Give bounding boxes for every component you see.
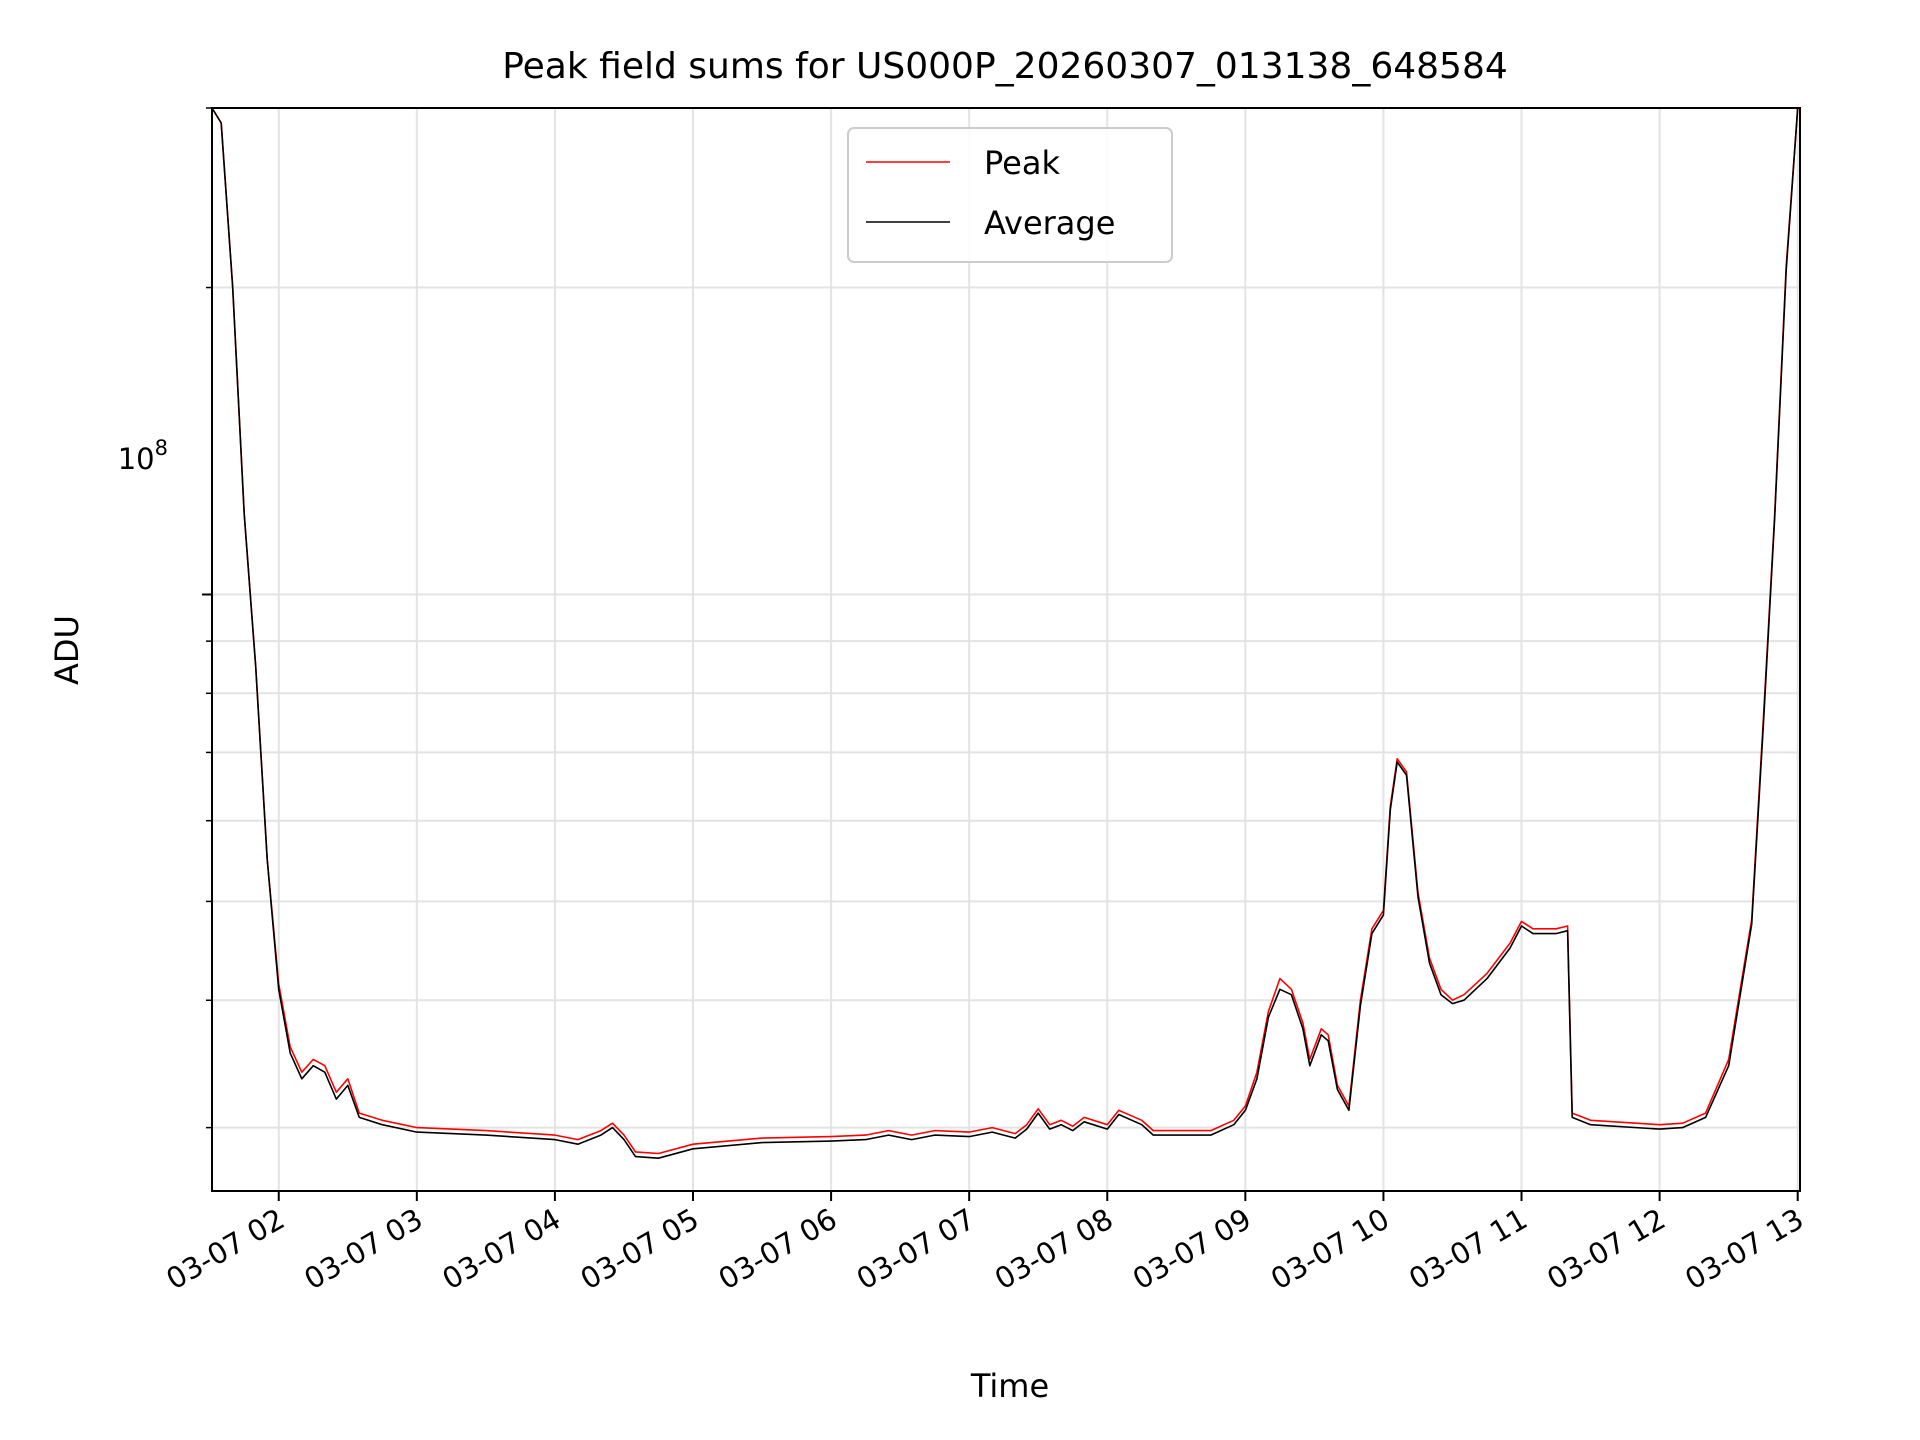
plot-area-frame: [211, 107, 1801, 1192]
x-axis-label: Time: [970, 1367, 1049, 1405]
legend-average-label: Average: [984, 204, 1115, 242]
y-tick-label: 108: [118, 436, 168, 476]
y-tick-label-base: 10: [118, 442, 155, 476]
chart-title: Peak field sums for US000P_20260307_0131…: [502, 46, 1508, 87]
y-axis-label: ADU: [48, 615, 86, 685]
y-tick-label-exponent: 8: [155, 436, 168, 460]
y-axis-ticks: [202, 107, 212, 1129]
average-series-line: [211, 107, 1799, 1159]
legend: Peak Average: [847, 127, 1173, 263]
series-layer: [211, 107, 1799, 1159]
peak-series-line: [211, 107, 1799, 1155]
legend-peak-label: Peak: [984, 144, 1060, 182]
